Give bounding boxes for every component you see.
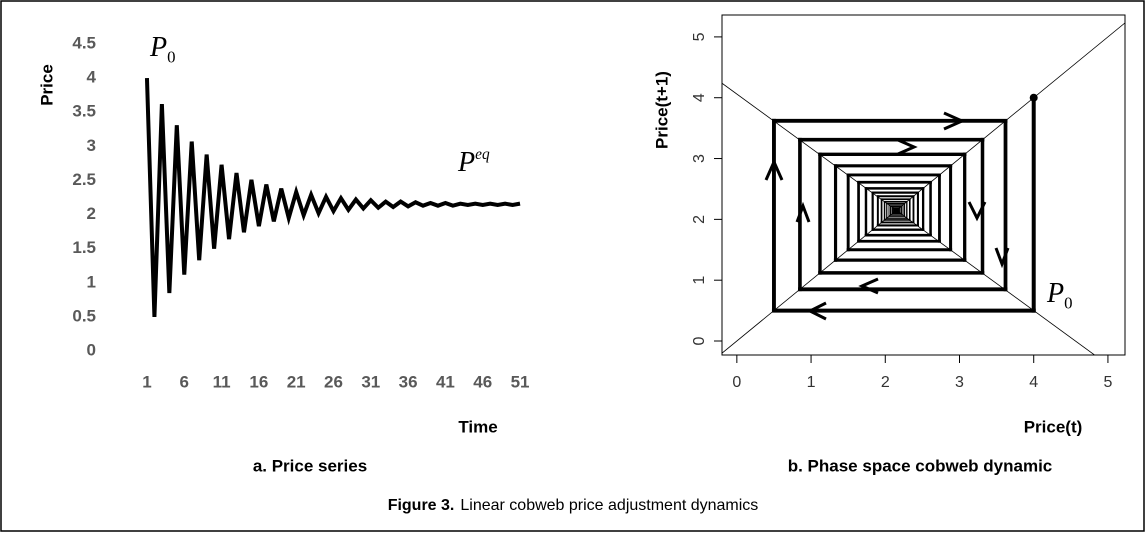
y-tick-label: 3 (691, 154, 708, 163)
annotation: P0 (149, 32, 176, 66)
y-tick-label: 1 (691, 276, 708, 285)
annotation: Peq (457, 146, 490, 179)
x-tick-label: 4 (1029, 374, 1038, 391)
chart-subtitle: b. Phase space cobweb dynamic (788, 456, 1053, 475)
y-tick-label: 4 (691, 93, 708, 102)
x-tick-label: 36 (399, 372, 418, 391)
y-tick-label: 3 (87, 136, 96, 155)
x-axis-title: Time (458, 417, 497, 436)
x-tick-label: 31 (361, 372, 380, 391)
price-line (144, 78, 521, 317)
caption-text: Linear cobweb price adjustment dynamics (460, 497, 758, 514)
x-tick-label: 1 (807, 374, 816, 391)
y-axis-title: Price(t+1) (652, 71, 671, 149)
annotation: P0 (1046, 278, 1073, 312)
y-tick-label: 2 (87, 204, 96, 223)
y-tick-label: 2.5 (72, 170, 96, 189)
x-axis-title: Price(t) (1024, 417, 1083, 436)
start-point (1029, 93, 1038, 102)
y-tick-label: 4.5 (72, 33, 96, 52)
y-tick-label: 2 (691, 215, 708, 224)
y-tick-label: 1 (87, 272, 96, 291)
annotation-superscript: eq (475, 146, 490, 163)
x-tick-label: 11 (213, 372, 231, 391)
y-tick-label: 1.5 (72, 238, 96, 257)
x-tick-label: 6 (180, 372, 189, 391)
y-axis-title: Price (37, 64, 56, 106)
x-tick-label: 21 (287, 372, 306, 391)
chart-subtitle: a. Price series (253, 456, 367, 475)
y-tick-label: 3.5 (72, 102, 96, 121)
annotation-text: P (149, 32, 167, 63)
x-tick-label: 41 (436, 372, 455, 391)
annotation-text: P (1046, 278, 1064, 309)
x-tick-label: 51 (511, 372, 530, 391)
caption-label: Figure 3. (388, 497, 455, 514)
x-tick-label: 26 (324, 372, 343, 391)
y-tick-label: 0.5 (72, 306, 96, 325)
y-tick-label: 4 (87, 68, 97, 87)
x-tick-label: 5 (1103, 374, 1112, 391)
x-tick-label: 2 (881, 374, 890, 391)
x-tick-label: 0 (732, 374, 741, 391)
arrow-right (897, 138, 918, 156)
annotation-subscript: 0 (167, 47, 175, 66)
annotation-text: P (457, 147, 475, 178)
annotation-subscript: 0 (1064, 293, 1072, 312)
x-tick-label: 3 (955, 374, 964, 391)
x-tick-label: 1 (142, 372, 151, 391)
figure-caption: Figure 3. Linear cobweb price adjustment … (388, 497, 759, 514)
y-tick-label: 0 (87, 340, 96, 359)
y-tick-label: 5 (691, 32, 708, 41)
y-tick-label: 0 (691, 336, 708, 345)
x-tick-label: 46 (473, 372, 492, 391)
plot-frame (721, 14, 1126, 356)
x-tick-label: 16 (249, 372, 268, 391)
